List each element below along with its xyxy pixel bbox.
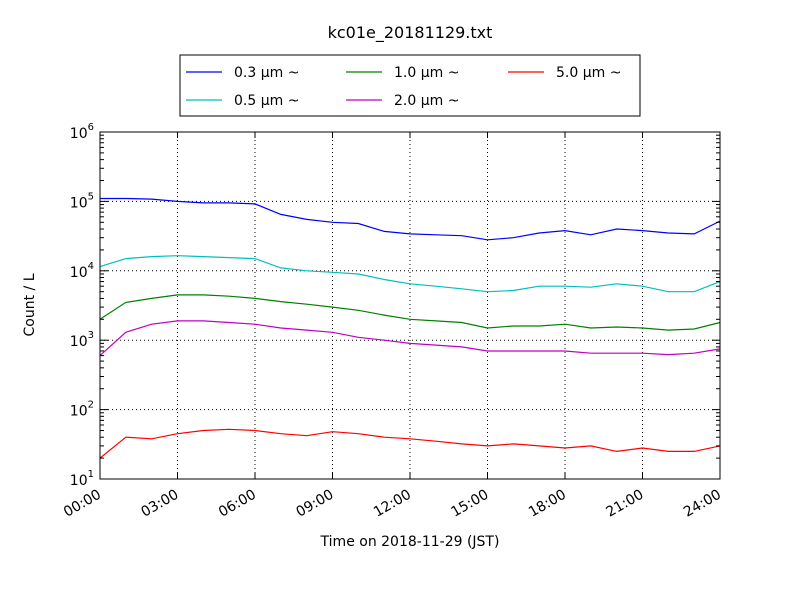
series-line-0 [100, 197, 721, 241]
legend-items: 0.3 μm ~ 0.5 μm ~ 1.0 μm ~ 2.0 μm ~ 5.0 μm ~ [186, 65, 621, 109]
y-axis-label: Count / L [22, 273, 38, 336]
y-tick-exponent: 2 [88, 400, 94, 411]
legend-item-0: 0.3 μm ~ [186, 65, 299, 81]
y-tick-exponent: 6 [88, 122, 94, 133]
y-tick-label: 105 [70, 191, 94, 211]
y-tick-exponent: 4 [88, 261, 94, 272]
series-line-4 [99, 428, 721, 459]
grid [100, 132, 720, 479]
y-tick-label: 101 [70, 469, 94, 489]
legend-item-1: 0.5 μm ~ [186, 93, 299, 109]
legend-label: 1.0 μm ~ [394, 65, 459, 81]
y-tick-exponent: 1 [88, 469, 94, 480]
legend-label: 2.0 μm ~ [394, 93, 459, 109]
y-tick-label: 103 [70, 330, 94, 350]
y-tick-exponent: 5 [88, 191, 94, 202]
y-tick-base: 10 [70, 126, 88, 142]
legend-item-2: 1.0 μm ~ [346, 65, 459, 81]
y-tick-label: 102 [70, 400, 94, 420]
series-layer [99, 197, 721, 459]
x-axis-label: Time on 2018-11-29 (JST) [320, 534, 500, 550]
y-tick-base: 10 [70, 265, 88, 281]
legend-label: 0.5 μm ~ [234, 93, 299, 109]
y-tick-base: 10 [70, 195, 88, 211]
legend-item-3: 2.0 μm ~ [346, 93, 459, 109]
y-tick-label: 106 [70, 122, 94, 142]
y-tick-label: 104 [70, 261, 94, 281]
chart-title: kc01e_20181129.txt [328, 23, 493, 43]
series-line-3 [99, 320, 721, 357]
ticks [99, 131, 721, 480]
series-line-1 [99, 255, 721, 293]
legend-item-4: 5.0 μm ~ [508, 65, 621, 81]
y-tick-base: 10 [70, 404, 88, 420]
y-tick-exponent: 3 [88, 330, 94, 341]
series-line-2 [99, 294, 721, 331]
legend-label: 5.0 μm ~ [556, 65, 621, 81]
legend-label: 0.3 μm ~ [234, 65, 299, 81]
y-tick-base: 10 [70, 334, 88, 350]
y-tick-base: 10 [70, 473, 88, 489]
legend-box [179, 54, 641, 117]
legend: 0.3 μm ~ 0.5 μm ~ 1.0 μm ~ 2.0 μm ~ 5.0 μm ~ [179, 54, 641, 117]
